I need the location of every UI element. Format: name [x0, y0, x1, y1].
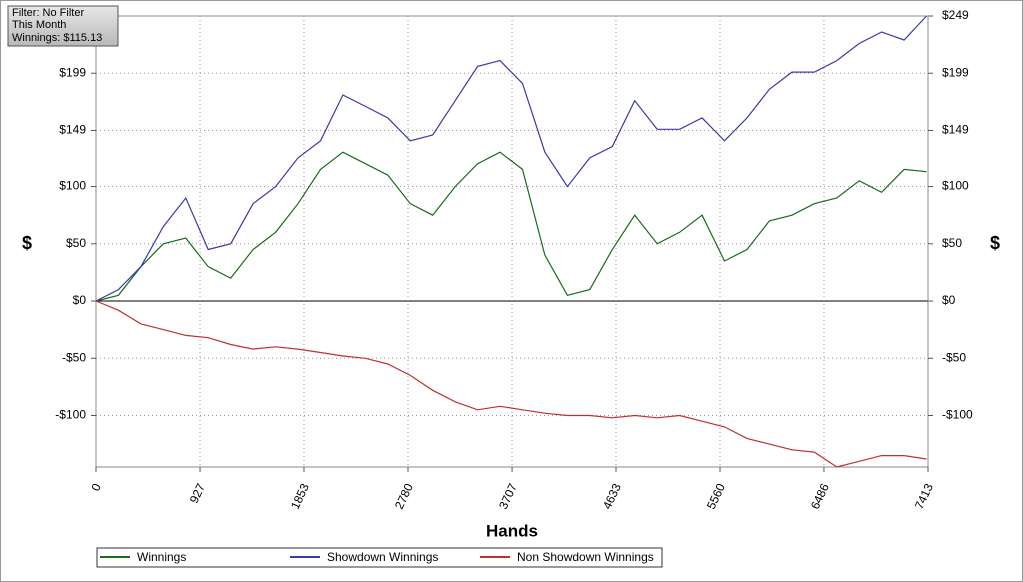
legend-label: Winnings	[137, 550, 186, 564]
y-tick-label: $199	[59, 65, 86, 79]
y2-tick-label: $50	[942, 236, 962, 250]
x-axis-label: Hands	[486, 521, 538, 540]
y2-tick-label: $199	[942, 65, 969, 79]
y-tick-label: $50	[66, 236, 86, 250]
series-line	[95, 15, 927, 302]
y2-tick-label: -$100	[942, 408, 973, 422]
info-text: This Month	[12, 19, 66, 31]
legend	[96, 547, 663, 568]
y-tick-label: -$100	[55, 408, 86, 422]
info-text: Winnings: $115.13	[12, 32, 102, 44]
plot-area	[95, 15, 929, 468]
info-text: Filter: No Filter	[12, 7, 84, 19]
legend-label: Non Showdown Winnings	[517, 550, 654, 564]
series-line	[95, 151, 927, 302]
y2-tick-label: $149	[942, 123, 969, 137]
y2-tick-label: $249	[942, 8, 969, 22]
legend-label: Showdown Winnings	[327, 550, 438, 564]
y-tick-label: $0	[73, 293, 87, 307]
y-axis-label: $	[22, 233, 32, 253]
y-tick-label: $149	[59, 123, 86, 137]
legend-items: Winnings Showdown Winnings Non Showdown Wi…	[100, 550, 654, 564]
y2-tick-label: $0	[942, 293, 956, 307]
y2-tick-label: -$50	[942, 350, 966, 364]
y2-axis-label: $	[990, 233, 1000, 253]
y-tick-label: $100	[59, 179, 86, 193]
y-tick-label: -$50	[62, 350, 86, 364]
series-line	[95, 300, 927, 468]
y2-tick-label: $100	[942, 179, 969, 193]
info-box	[7, 5, 119, 47]
